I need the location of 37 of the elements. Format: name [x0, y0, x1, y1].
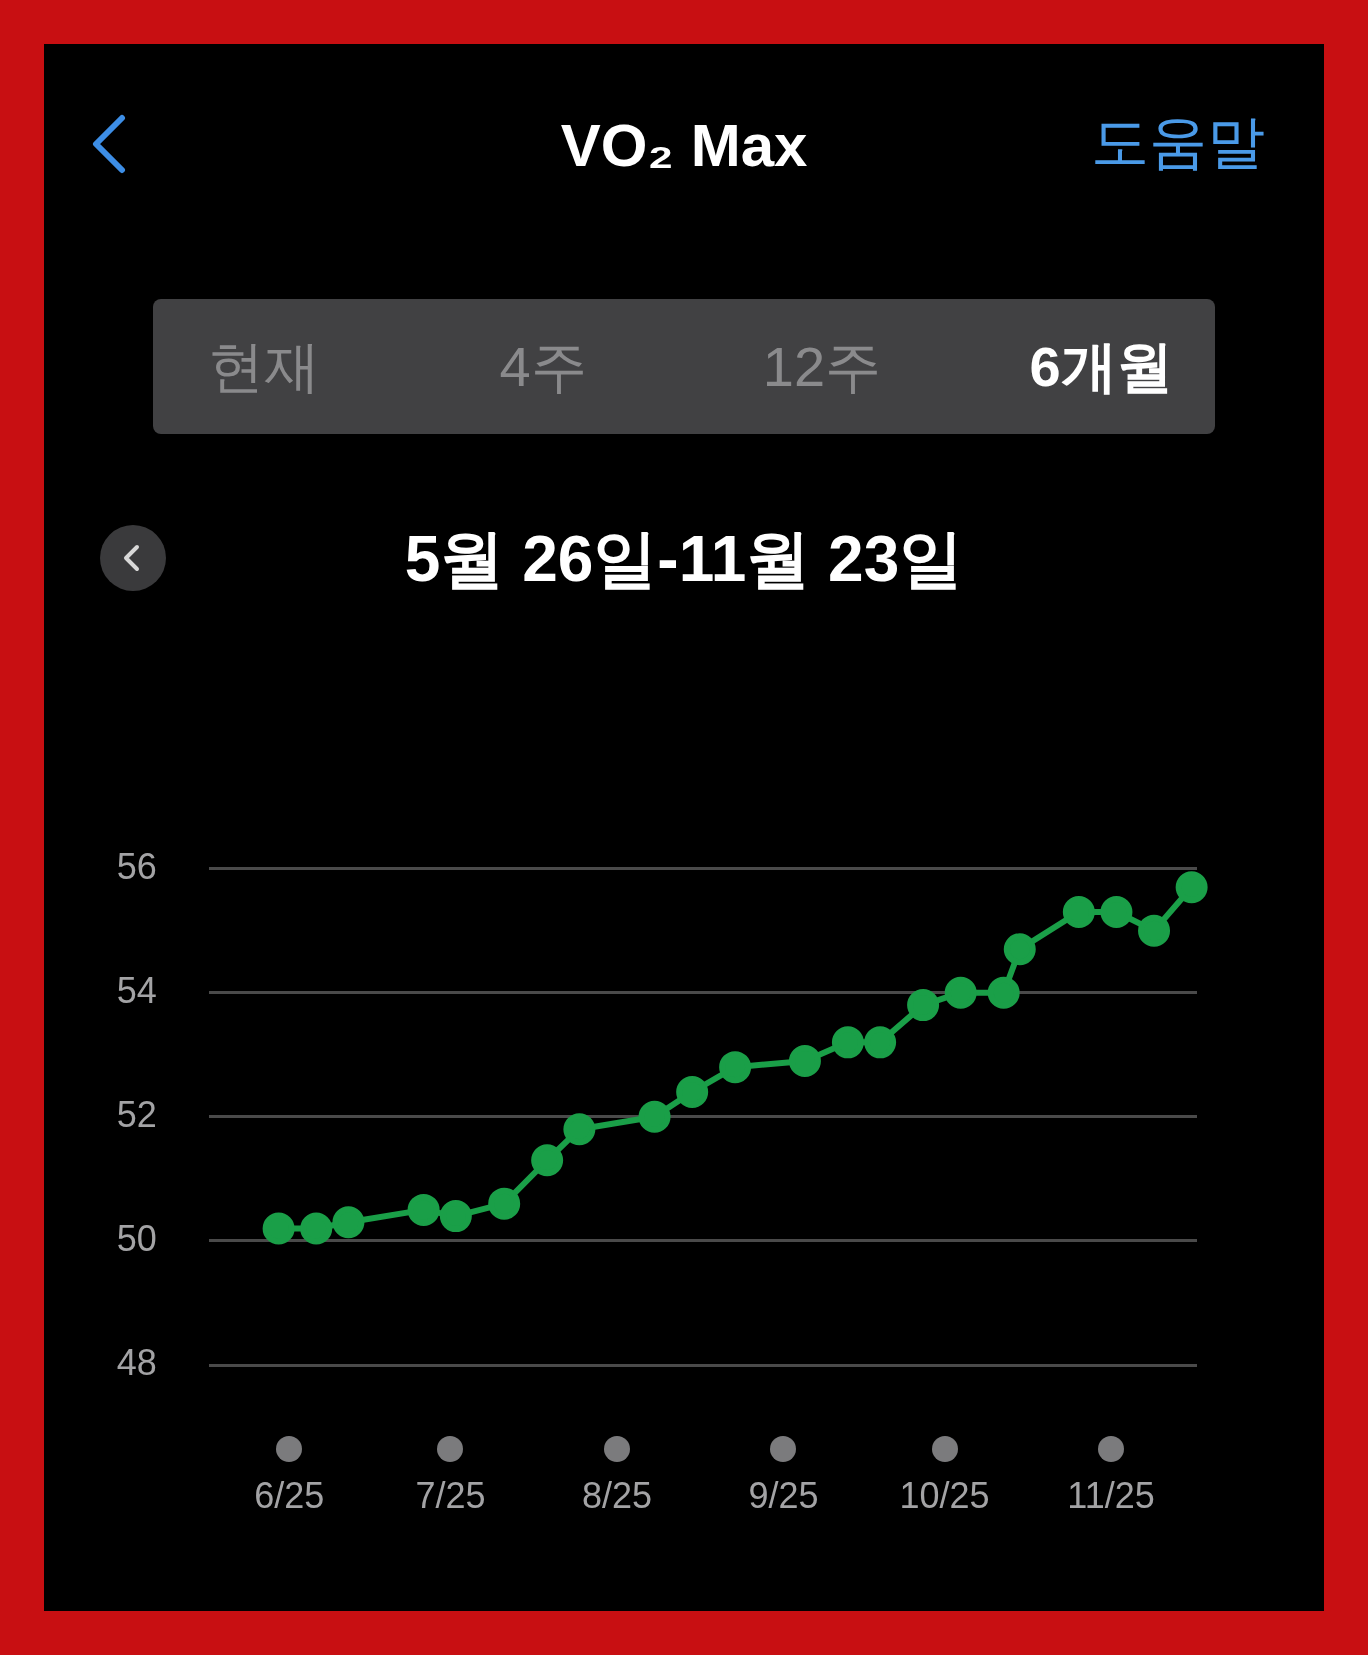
point: [407, 1193, 440, 1226]
point: [1100, 896, 1133, 929]
point: [907, 989, 940, 1022]
y-tick-label: 54: [116, 969, 157, 1011]
point: [531, 1144, 564, 1177]
point: [719, 1051, 752, 1084]
point: [1003, 933, 1036, 966]
x-tick-label: 10/25: [899, 1474, 990, 1516]
point: [1175, 871, 1208, 904]
point: [676, 1075, 709, 1108]
y-tick-label: 48: [116, 1341, 157, 1383]
point: [332, 1206, 365, 1239]
point: [1062, 896, 1095, 929]
chart-title: VO₂ Max: [559, 111, 809, 181]
x-tick-label: 7/25: [415, 1474, 486, 1516]
point: [944, 976, 977, 1009]
point: [1138, 914, 1171, 947]
point: [638, 1100, 671, 1133]
x-tick-label: 9/25: [748, 1474, 819, 1516]
point: [788, 1044, 821, 1077]
y-tick-label: 52: [116, 1093, 157, 1135]
point: [563, 1113, 596, 1146]
text: 도움말: [1091, 108, 1265, 176]
chart-subtitle: 5월 26일-11월 23일: [403, 522, 965, 597]
point: [864, 1026, 897, 1059]
x-tick-label: 6/25: [254, 1474, 325, 1516]
point: [488, 1187, 521, 1220]
point: [439, 1200, 472, 1233]
y-tick-label: 56: [116, 845, 157, 887]
point: [300, 1212, 333, 1245]
x-tick-label: 11/25: [1067, 1474, 1155, 1516]
segmented-control: 현재 4주 12주 6개월: [153, 299, 1215, 434]
point: [987, 976, 1020, 1009]
point: [831, 1026, 864, 1059]
x-tick-label: 8/25: [581, 1474, 653, 1516]
point: [262, 1212, 295, 1245]
y-tick-label: 50: [116, 1217, 157, 1259]
